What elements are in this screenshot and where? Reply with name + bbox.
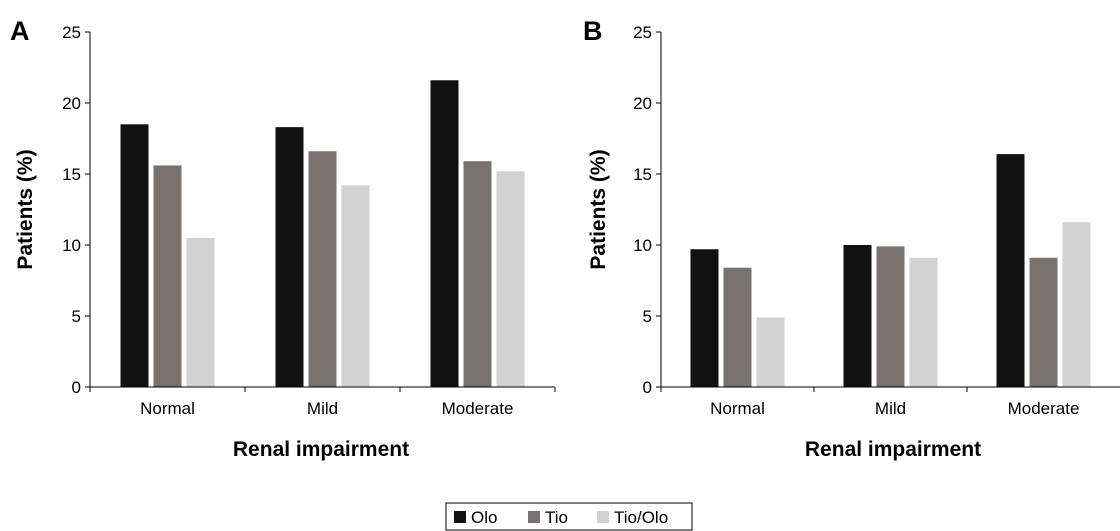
y-tick-label: 5 bbox=[72, 307, 81, 326]
x-category-label: Normal bbox=[140, 399, 195, 418]
legend-swatch-tio-olo bbox=[597, 511, 609, 523]
y-tick-label: 10 bbox=[633, 236, 652, 255]
panel-letter: A bbox=[10, 16, 30, 46]
bar-olo-moderate bbox=[430, 80, 459, 387]
bar-olo-mild bbox=[275, 127, 304, 387]
bar-tio-olo-normal bbox=[756, 317, 785, 387]
panel-b: B 0 5 10 15 20 25 Normal Mild Moderate Renal impai… bbox=[583, 16, 1120, 461]
panel-a: A 0 5 10 15 20 25 Normal Mild Moderate Renal impai… bbox=[10, 16, 556, 461]
y-axis-title: Patients (%) bbox=[587, 149, 610, 269]
y-tick-label: 10 bbox=[62, 236, 81, 255]
x-category-label: Mild bbox=[875, 399, 906, 418]
bar-tio-olo-moderate bbox=[1062, 222, 1091, 387]
bar-tio-moderate bbox=[463, 161, 492, 387]
y-tick-label: 15 bbox=[633, 165, 652, 184]
bar-tio-mild bbox=[308, 151, 337, 387]
y-tick-label: 25 bbox=[62, 23, 81, 42]
y-axis-title: Patients (%) bbox=[14, 149, 37, 269]
y-tick-label: 0 bbox=[643, 378, 652, 397]
x-category-label: Mild bbox=[307, 399, 338, 418]
y-tick-label: 0 bbox=[72, 378, 81, 397]
legend-label: Tio bbox=[545, 508, 568, 527]
legend-label: Tio/Olo bbox=[614, 508, 668, 527]
y-tick-label: 20 bbox=[633, 94, 652, 113]
legend-swatch-tio bbox=[528, 511, 540, 523]
legend-label: Olo bbox=[471, 508, 497, 527]
bar-tio-olo-normal bbox=[186, 237, 215, 387]
bar-tio-moderate bbox=[1029, 257, 1058, 387]
bar-tio-olo-mild bbox=[909, 257, 938, 387]
bar-tio-normal bbox=[723, 267, 752, 387]
bar-tio-mild bbox=[876, 246, 905, 387]
bar-tio-normal bbox=[153, 165, 182, 387]
legend: Olo Tio Tio/Olo bbox=[445, 502, 693, 531]
legend-swatch-olo bbox=[454, 511, 466, 523]
legend-box bbox=[445, 502, 693, 531]
bar-olo-mild bbox=[843, 245, 872, 387]
bar-olo-normal bbox=[120, 124, 149, 388]
bar-tio-olo-mild bbox=[341, 185, 370, 387]
x-axis-title: Renal impairment bbox=[805, 438, 981, 461]
y-tick-label: 25 bbox=[633, 23, 652, 42]
bar-tio-olo-moderate bbox=[496, 171, 525, 387]
x-axis-title: Renal impairment bbox=[233, 438, 409, 461]
x-category-label: Moderate bbox=[1008, 399, 1080, 418]
x-category-label: Normal bbox=[710, 399, 765, 418]
y-tick-label: 5 bbox=[643, 307, 652, 326]
y-tick-label: 20 bbox=[62, 94, 81, 113]
y-tick-label: 15 bbox=[62, 165, 81, 184]
bar-olo-moderate bbox=[996, 154, 1025, 387]
bar-olo-normal bbox=[690, 249, 719, 387]
panel-letter: B bbox=[583, 16, 603, 46]
x-category-label: Moderate bbox=[442, 399, 514, 418]
